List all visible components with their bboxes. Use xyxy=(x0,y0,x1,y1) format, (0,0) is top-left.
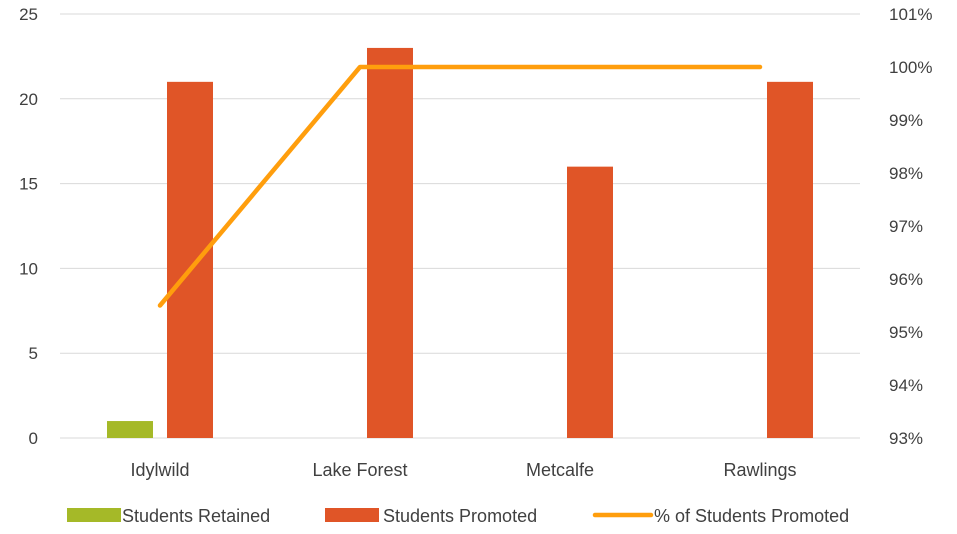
left-tick-label: 15 xyxy=(19,175,38,194)
right-tick-label: 98% xyxy=(889,164,923,183)
series-line xyxy=(157,64,763,308)
left-tick-label: 0 xyxy=(29,429,38,448)
legend-swatch xyxy=(67,508,121,522)
category-label: Lake Forest xyxy=(312,460,407,480)
right-tick-label: 94% xyxy=(889,376,923,395)
left-tick-label: 5 xyxy=(29,344,38,363)
left-axis-ticks: 0 5 10 15 20 25 xyxy=(19,5,38,448)
line-series xyxy=(157,64,763,308)
category-labels: Idylwild Lake Forest Metcalfe Rawlings xyxy=(130,460,796,480)
right-tick-label: 96% xyxy=(889,270,923,289)
bar xyxy=(367,47,413,439)
bar xyxy=(767,81,813,438)
legend-label: Students Promoted xyxy=(383,506,537,526)
right-tick-label: 93% xyxy=(889,429,923,448)
legend-swatch xyxy=(325,508,379,522)
category-label: Rawlings xyxy=(723,460,796,480)
right-tick-label: 99% xyxy=(889,111,923,130)
right-axis-ticks: 93% 94% 95% 96% 97% 98% 99% 100% 101% xyxy=(889,5,932,448)
left-tick-label: 10 xyxy=(19,259,38,278)
legend-label: % of Students Promoted xyxy=(654,506,849,526)
left-tick-label: 25 xyxy=(19,5,38,24)
bars xyxy=(107,47,813,439)
category-label: Idylwild xyxy=(130,460,189,480)
left-tick-label: 20 xyxy=(19,90,38,109)
right-tick-label: 100% xyxy=(889,58,932,77)
legend-label: Students Retained xyxy=(122,506,270,526)
bar xyxy=(167,81,213,438)
category-label: Metcalfe xyxy=(526,460,594,480)
bar xyxy=(107,421,153,438)
right-tick-label: 95% xyxy=(889,323,923,342)
legend: Students Retained Students Promoted % of S… xyxy=(67,506,849,526)
bar xyxy=(567,166,613,438)
right-tick-label: 101% xyxy=(889,5,932,24)
right-tick-label: 97% xyxy=(889,217,923,236)
